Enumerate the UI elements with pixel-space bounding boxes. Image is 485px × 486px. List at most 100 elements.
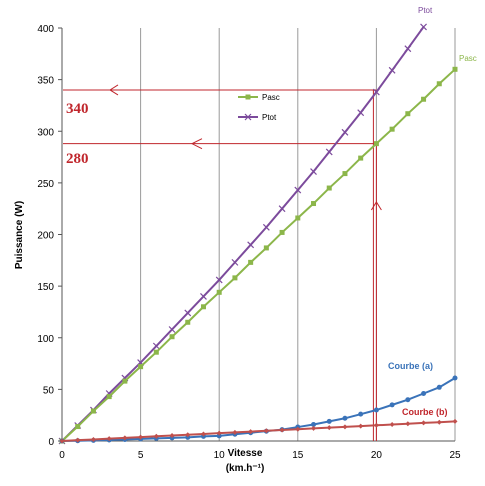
data-point-courbe-b-0 <box>59 438 65 444</box>
data-point-pasc-15 <box>295 215 301 221</box>
legend-marker-pasc <box>245 94 251 100</box>
data-point-courbe-b-6 <box>153 433 159 439</box>
data-point-courbe-b-11 <box>232 429 238 435</box>
data-point-ptot-23 <box>420 23 427 31</box>
data-point-ptot-16 <box>310 168 317 175</box>
data-point-courbe-b-12 <box>248 429 254 435</box>
data-point-courbe-b-3 <box>106 436 112 442</box>
data-point-pasc-8 <box>185 319 191 325</box>
data-point-pasc-21 <box>389 126 395 132</box>
data-point-pasc-4 <box>122 378 128 384</box>
data-point-pasc-3 <box>106 394 112 400</box>
data-point-courbe-b-2 <box>90 436 96 442</box>
data-point-courbe-a-22 <box>405 397 411 403</box>
data-point-pasc-5 <box>138 364 144 370</box>
data-point-ptot-10 <box>215 276 223 284</box>
data-point-ptot-22 <box>404 45 412 53</box>
arrow-head-280 <box>190 138 203 150</box>
label-courbe-a: Courbe (a) <box>388 361 433 371</box>
arrow-head-340 <box>109 84 119 96</box>
label-courbe-b: Courbe (b) <box>402 407 448 417</box>
data-point-courbe-a-17 <box>326 418 332 424</box>
data-point-ptot-7 <box>168 326 176 333</box>
y-tick-label-50: 50 <box>43 385 55 396</box>
data-point-pasc-22 <box>405 111 411 117</box>
data-point-courbe-b-23 <box>421 420 427 426</box>
data-point-pasc-17 <box>326 185 332 191</box>
y-tick-label-250: 250 <box>37 179 54 190</box>
data-point-pasc-13 <box>263 245 269 251</box>
data-point-ptot-8 <box>184 309 192 317</box>
data-point-pasc-20 <box>373 141 379 147</box>
data-point-courbe-b-10 <box>216 430 222 436</box>
data-point-pasc-23 <box>421 96 427 102</box>
data-point-courbe-b-5 <box>138 434 144 440</box>
data-point-courbe-b-4 <box>122 435 128 441</box>
data-point-courbe-b-14 <box>279 427 285 433</box>
data-point-pasc-24 <box>436 81 442 87</box>
tag-pasc: Pasc <box>459 54 477 63</box>
y-tick-label-350: 350 <box>37 76 54 87</box>
y-tick-label-300: 300 <box>37 127 54 138</box>
data-point-courbe-b-18 <box>342 424 348 430</box>
data-point-courbe-a-20 <box>373 407 379 413</box>
data-point-ptot-19 <box>357 109 365 117</box>
data-point-courbe-b-13 <box>263 428 269 434</box>
data-point-courbe-a-16 <box>311 421 317 427</box>
data-point-ptot-13 <box>262 223 270 231</box>
data-point-courbe-a-10 <box>216 433 222 439</box>
data-point-pasc-10 <box>216 289 222 295</box>
data-point-pasc-18 <box>342 171 348 177</box>
x-tick-label-10: 10 <box>214 450 226 461</box>
data-point-pasc-16 <box>311 201 317 207</box>
data-point-pasc-14 <box>279 229 285 235</box>
x-tick-label-20: 20 <box>371 450 383 461</box>
data-point-ptot-12 <box>247 241 255 249</box>
x-axis-title: Vitesse <box>228 448 263 459</box>
series-pasc <box>59 66 458 444</box>
tag-ptot: Ptot <box>418 6 433 15</box>
data-point-pasc-12 <box>248 259 254 265</box>
data-point-ptot-17 <box>325 148 333 156</box>
series-line-pasc <box>61 68 456 442</box>
data-point-pasc-19 <box>358 155 364 161</box>
legend: Pasc Ptot <box>238 93 280 122</box>
data-point-pasc-25 <box>452 66 458 72</box>
series-line-courbe-b <box>61 420 456 442</box>
data-point-pasc-9 <box>200 304 206 310</box>
data-point-courbe-a-21 <box>389 402 395 408</box>
data-point-ptot-18 <box>341 128 349 136</box>
x-tick-label-15: 15 <box>292 450 304 461</box>
data-point-pasc-2 <box>90 408 96 414</box>
data-point-ptot-21 <box>388 66 396 74</box>
data-point-courbe-b-9 <box>200 431 206 437</box>
data-point-courbe-b-1 <box>75 437 81 443</box>
data-point-courbe-b-19 <box>358 423 364 429</box>
legend-label-pasc: Pasc <box>262 93 280 102</box>
data-point-ptot-20 <box>372 88 380 96</box>
data-point-ptot-6 <box>152 342 160 350</box>
data-point-pasc-7 <box>169 334 175 340</box>
y-tick-label-0: 0 <box>48 437 54 448</box>
data-point-courbe-a-19 <box>358 411 364 417</box>
data-point-courbe-b-24 <box>436 419 442 425</box>
data-point-courbe-b-20 <box>373 422 379 428</box>
y-tick-label-200: 200 <box>37 231 54 242</box>
data-point-ptot-9 <box>200 293 207 300</box>
data-point-courbe-b-15 <box>295 426 301 432</box>
legend-label-ptot: Ptot <box>262 113 277 122</box>
data-point-courbe-a-8 <box>185 434 191 440</box>
data-point-courbe-b-17 <box>326 425 332 431</box>
data-point-ptot-11 <box>231 258 239 266</box>
x-axis-unit: (km.h⁻¹) <box>226 463 265 474</box>
data-point-ptot-14 <box>278 205 286 213</box>
x-tick-label-25: 25 <box>449 450 461 461</box>
series-courbe-b <box>59 418 458 444</box>
legend-marker-ptot <box>244 113 252 121</box>
x-tick-label-0: 0 <box>59 450 65 461</box>
data-point-courbe-a-25 <box>452 375 458 381</box>
data-point-courbe-b-8 <box>185 432 191 438</box>
